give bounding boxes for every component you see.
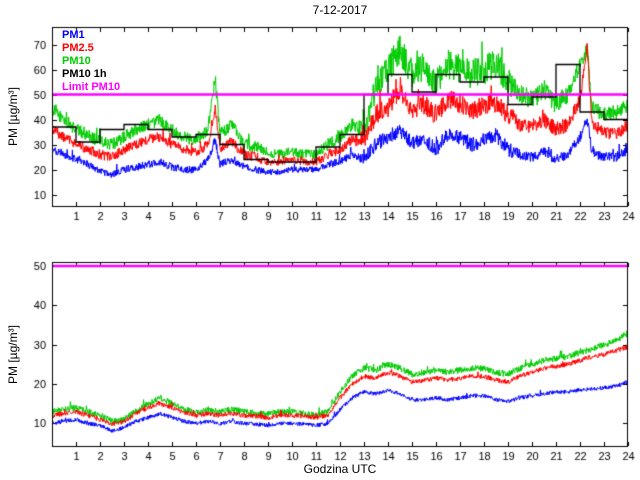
- legend-item-pm2-5: PM2.5: [62, 42, 94, 54]
- x-axis-label: Godzina UTC: [303, 462, 377, 476]
- legend-item-pm10: PM10: [62, 55, 91, 67]
- legend-item-pm1: PM1: [62, 29, 85, 41]
- top-y-axis-label: PM [µg/m³]: [6, 87, 20, 147]
- chart-title: 7-12-2017: [312, 3, 368, 17]
- bottom-y-axis-label: PM [µg/m³]: [6, 325, 20, 384]
- legend-item-pm10-1h: PM10 1h: [62, 68, 107, 80]
- legend: PM1 PM2.5 PM10 PM10 1h Limit PM10: [62, 29, 120, 94]
- legend-item-limit-pm10: Limit PM10: [62, 81, 121, 93]
